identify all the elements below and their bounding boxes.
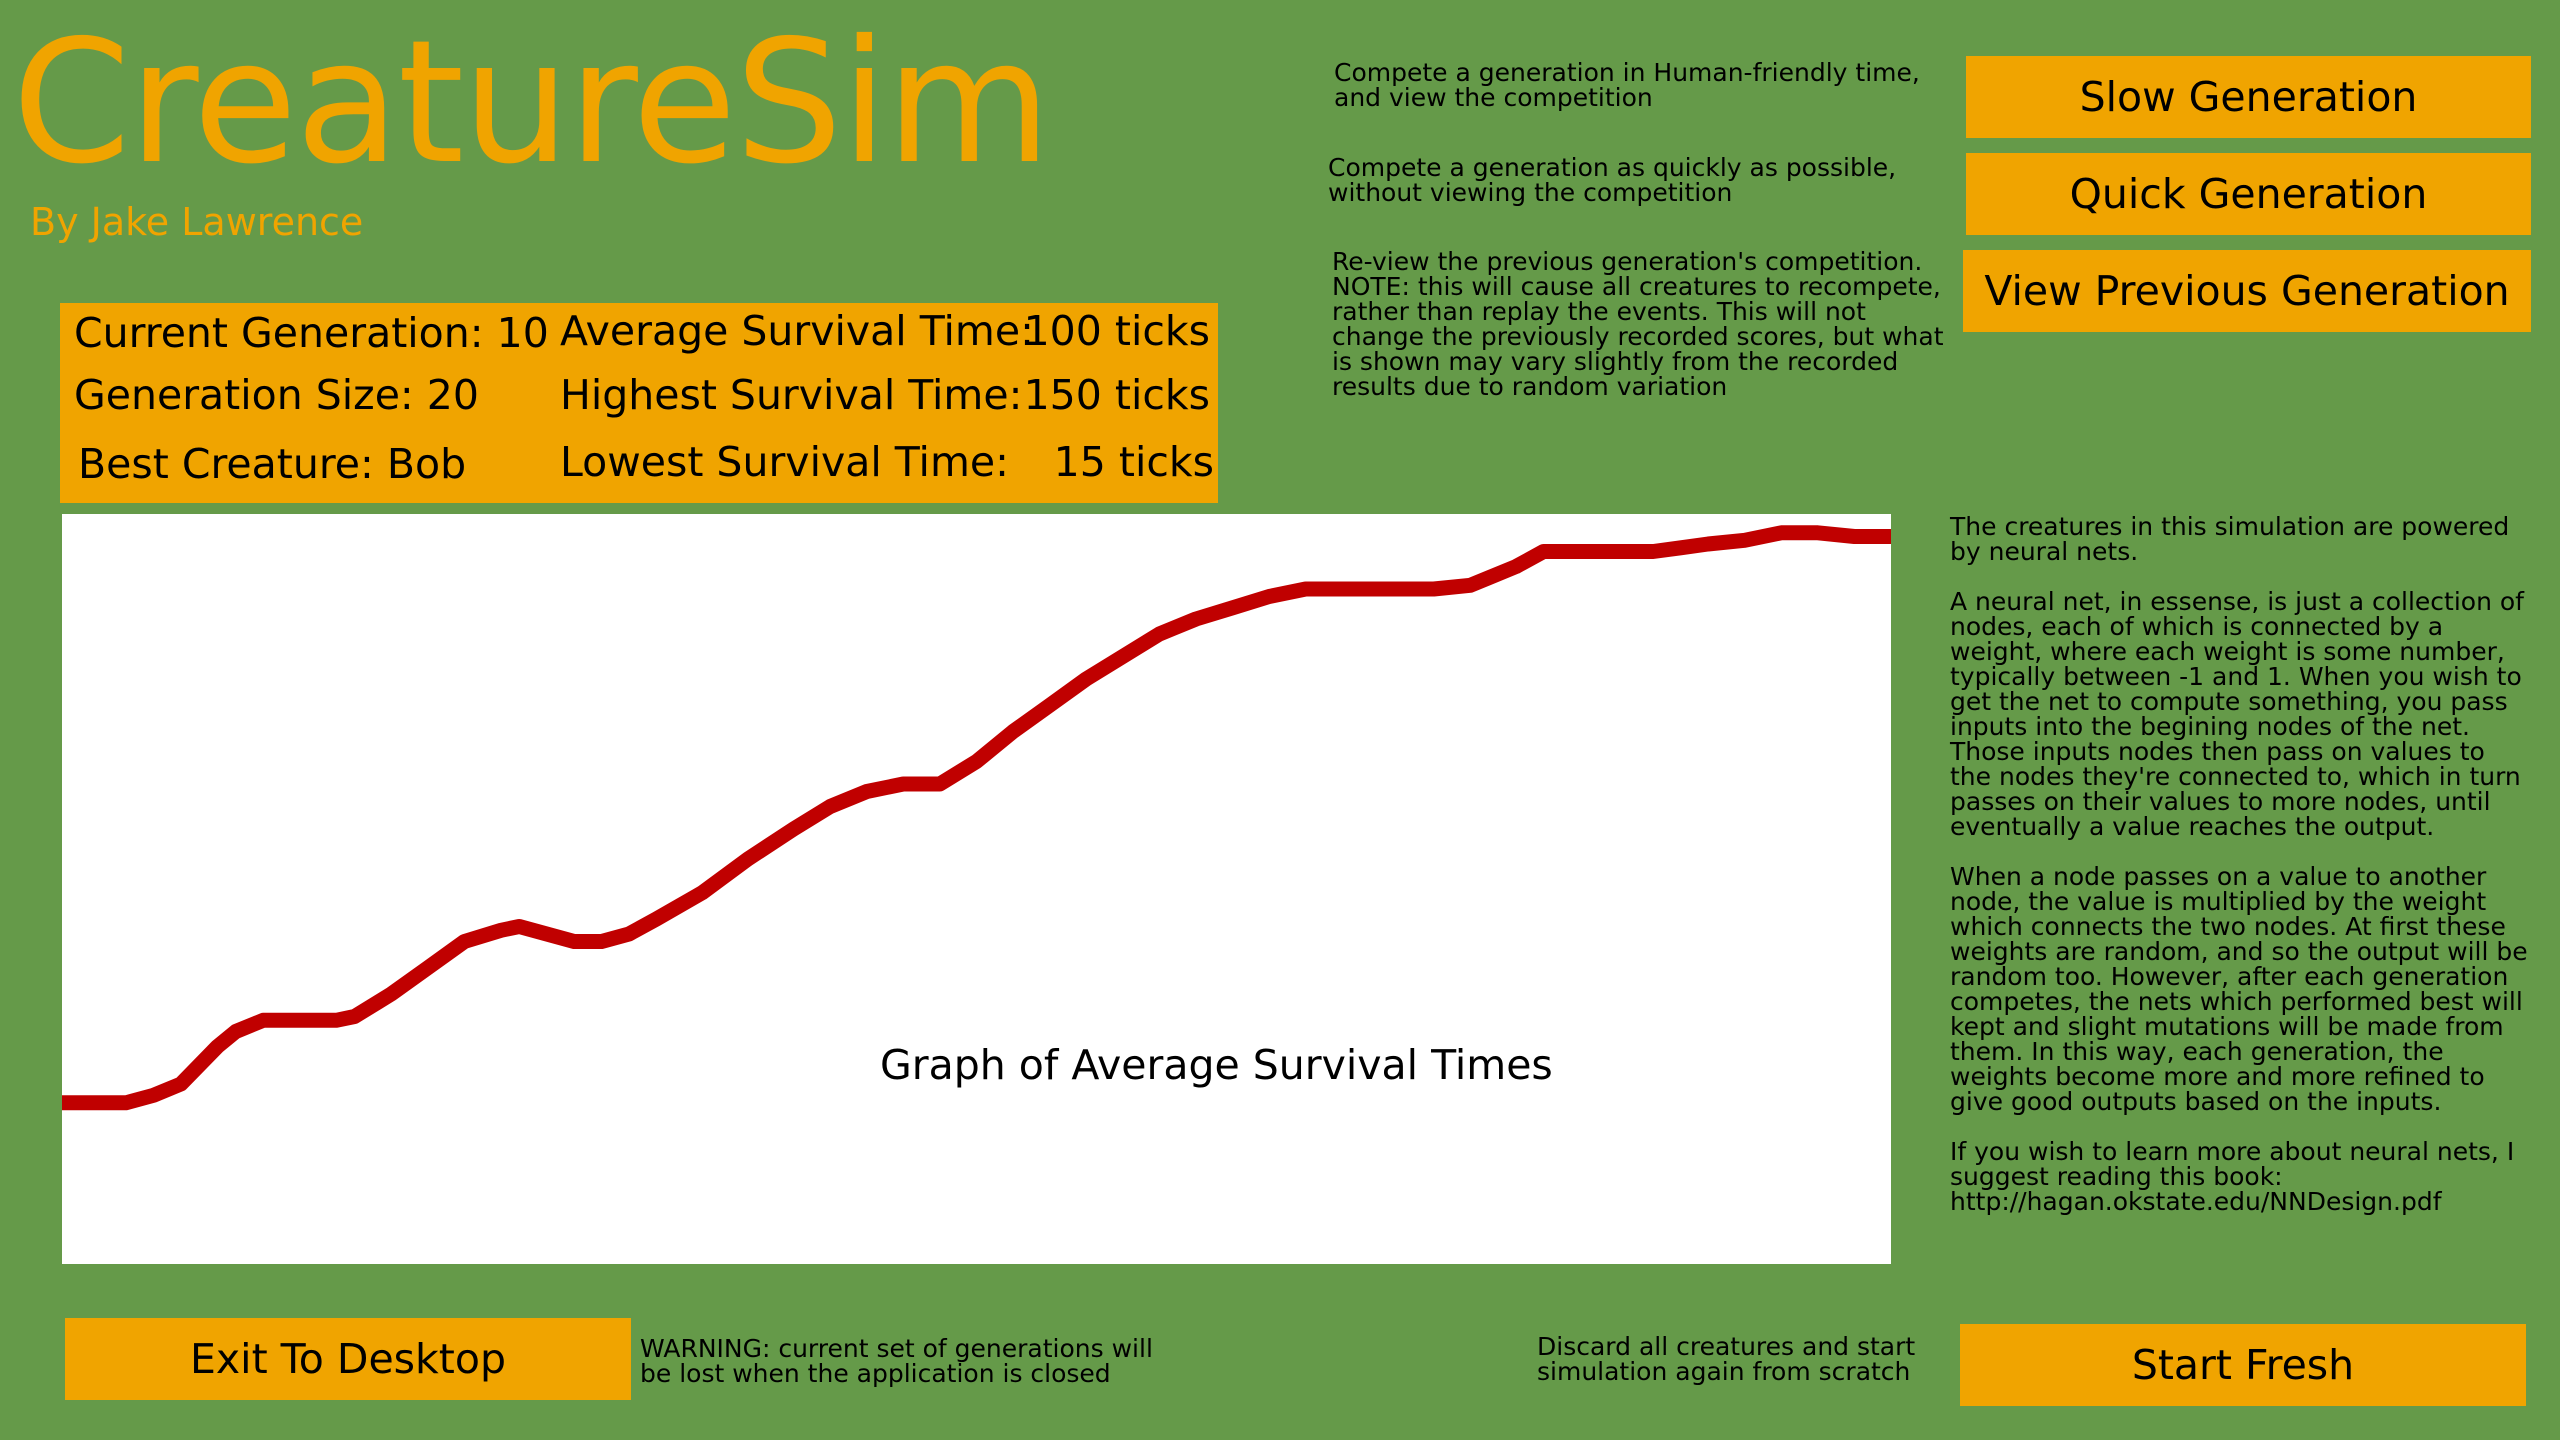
start-fresh-button[interactable]: Start Fresh <box>1960 1324 2526 1406</box>
average-survival-stat: Average Survival Time: 100 ticks <box>560 307 1210 355</box>
neural-net-info: The creatures in this simulation are pow… <box>1950 514 2530 1239</box>
generation-size-value: 20 <box>426 371 479 419</box>
highest-survival-label: Highest Survival Time: <box>560 371 1023 419</box>
info-paragraph: A neural net, in essense, is just a coll… <box>1950 587 2524 841</box>
info-paragraph: The creatures in this simulation are pow… <box>1950 512 2510 566</box>
current-generation-value: 10 <box>496 309 549 357</box>
survival-graph-canvas <box>62 525 1891 1111</box>
quick-generation-button[interactable]: Quick Generation <box>1966 153 2531 235</box>
current-generation-label: Current Generation: <box>74 309 484 357</box>
info-paragraph: When a node passes on a value to another… <box>1950 862 2528 1116</box>
lowest-survival-value: 15 ticks <box>1053 438 1214 486</box>
lowest-survival-stat: Lowest Survival Time: 15 ticks <box>560 438 1214 486</box>
average-survival-line <box>62 525 1891 1111</box>
lowest-survival-label: Lowest Survival Time: <box>560 438 1009 486</box>
current-generation-stat: Current Generation: 10 <box>74 309 549 357</box>
average-survival-value: 100 ticks <box>1023 307 1210 355</box>
app-byline: By Jake Lawrence <box>30 200 364 244</box>
start-fresh-description: Discard all creatures and start simulati… <box>1537 1332 1916 1386</box>
best-creature-label: Best Creature: <box>78 440 374 488</box>
app-title: CreatureSim <box>12 4 1052 202</box>
info-paragraph: If you wish to learn more about neural n… <box>1950 1137 2515 1216</box>
generation-size-stat: Generation Size: 20 <box>74 371 479 419</box>
best-creature-stat: Best Creature: Bob <box>78 440 466 488</box>
quick-generation-description: Compete a generation as quickly as possi… <box>1328 153 1897 207</box>
survival-graph: Graph of Average Survival Times <box>62 514 1891 1264</box>
average-survival-label: Average Survival Time: <box>560 307 1034 355</box>
exit-warning: WARNING: current set of generations will… <box>640 1334 1153 1388</box>
highest-survival-value: 150 ticks <box>1023 371 1210 419</box>
best-creature-value: Bob <box>386 440 467 488</box>
highest-survival-stat: Highest Survival Time: 150 ticks <box>560 371 1210 419</box>
slow-generation-button[interactable]: Slow Generation <box>1966 56 2531 138</box>
exit-to-desktop-button[interactable]: Exit To Desktop <box>65 1318 631 1400</box>
view-previous-description: Re-view the previous generation's compet… <box>1332 247 1944 401</box>
slow-generation-description: Compete a generation in Human-friendly t… <box>1334 58 1920 112</box>
generation-size-label: Generation Size: <box>74 371 414 419</box>
view-previous-generation-button[interactable]: View Previous Generation <box>1963 250 2531 332</box>
graph-label: Graph of Average Survival Times <box>880 1041 1553 1089</box>
stats-panel: Current Generation: 10 Generation Size: … <box>60 303 1218 503</box>
